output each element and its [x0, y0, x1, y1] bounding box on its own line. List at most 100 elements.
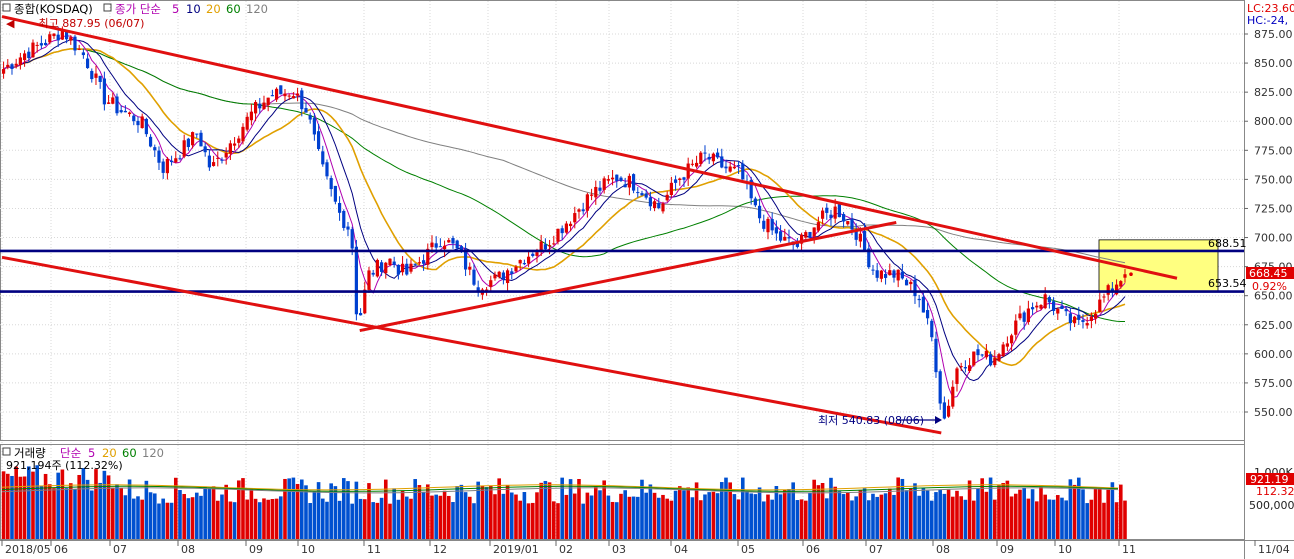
candle-body [211, 162, 216, 166]
volume-bar [971, 500, 976, 539]
volume-bar [854, 496, 858, 539]
candle-body [997, 354, 1001, 361]
volume-bar [480, 485, 485, 539]
candle-body [1093, 313, 1098, 319]
candle-body [178, 158, 182, 160]
candle-body [295, 93, 300, 96]
volume-bar [845, 492, 850, 539]
candle-body [724, 166, 728, 169]
candle-body [1085, 323, 1089, 326]
candle-body [468, 266, 472, 270]
volume-bar [673, 490, 678, 539]
volume-bar [703, 494, 707, 539]
volume-bar [1123, 500, 1127, 539]
ma5-line [3, 35, 1126, 398]
candle-body [228, 143, 232, 154]
volume-bar [362, 499, 367, 539]
volume-bar [686, 487, 690, 539]
candle-body [833, 206, 837, 219]
candle-body [48, 34, 52, 43]
volume-bar [56, 472, 60, 539]
legend-ma20: 20 [206, 2, 221, 16]
volume-bar [31, 471, 35, 539]
volume-bar [728, 482, 732, 539]
volume-bar [85, 479, 90, 539]
candle-body [539, 241, 543, 251]
candle-body [942, 402, 946, 419]
volume-bar [614, 502, 619, 539]
candle-body [1030, 307, 1035, 310]
candle-body [115, 96, 119, 114]
candle-body [732, 166, 736, 169]
candle-body [367, 270, 371, 290]
volume-bar [320, 498, 325, 539]
candle-body [421, 260, 426, 264]
volume-bar [1005, 480, 1010, 539]
volume-bar [627, 496, 632, 539]
volume-bar [787, 488, 791, 539]
y-tick-label: 750.00 [1254, 173, 1293, 186]
volume-bar [501, 493, 506, 539]
price-axis-ticks: 550.00575.00600.00625.00650.00675.00700.… [1244, 28, 1293, 419]
vol-tick-500000: 500,000 [1249, 499, 1294, 512]
current-volume-pct: 112.32 [1256, 485, 1294, 498]
candle-body [711, 153, 715, 162]
candle-body [430, 242, 434, 248]
volume-bar [257, 502, 262, 539]
candle-body [493, 274, 497, 279]
candle-body [770, 219, 774, 231]
candle-body [867, 248, 871, 268]
candle-body [1014, 320, 1018, 335]
last-price-dot [1129, 272, 1133, 277]
x-tick-label: 2019/01 [493, 543, 539, 556]
volume-bar [745, 490, 749, 539]
candle-body [925, 310, 930, 319]
candle-body [14, 63, 18, 66]
candle-body [1123, 274, 1127, 278]
volume-bar [283, 478, 287, 539]
candle-body [417, 262, 421, 264]
candle-body [900, 271, 904, 279]
change-pct: 0.92% [1252, 280, 1287, 293]
candle-body [644, 193, 648, 198]
candle-body [262, 102, 266, 110]
candle-body [627, 175, 631, 188]
volume-bar [89, 490, 94, 539]
candle-body [375, 259, 379, 277]
candle-body [161, 161, 165, 173]
candle-body [984, 350, 988, 358]
volume-legend-name: 거래량 [14, 446, 46, 460]
volume-bar [249, 488, 254, 539]
volume-bar [774, 486, 779, 539]
candle-body [862, 230, 867, 251]
volume-bar [430, 495, 434, 539]
volume-bar [896, 477, 900, 539]
volume-bar [493, 494, 497, 539]
volume-bar [367, 483, 371, 539]
candle-body [174, 158, 178, 163]
candle-body [392, 261, 396, 265]
volume-bar [60, 469, 65, 539]
volume-bar [841, 494, 846, 539]
volume-bar [446, 495, 451, 539]
candle-body [514, 266, 518, 272]
volume-bar [778, 494, 783, 539]
candle-body [81, 52, 85, 56]
candle-body [1114, 284, 1119, 295]
volume-bar [921, 487, 926, 539]
candle-body [216, 157, 220, 159]
candle-body [669, 182, 673, 196]
volume-bar [631, 496, 636, 539]
volume-bar [329, 483, 333, 539]
volume-bar [459, 484, 464, 539]
x-tick-label: 2018/05 [5, 543, 51, 556]
candle-body [850, 219, 854, 230]
candle-body [337, 202, 342, 213]
volume-bar [514, 494, 518, 539]
volume-bar [1085, 503, 1089, 539]
volume-bar [186, 498, 191, 539]
candle-body [220, 159, 224, 161]
candle-body [342, 210, 346, 228]
volume-bar [1114, 502, 1119, 539]
volume-bar [472, 503, 476, 539]
